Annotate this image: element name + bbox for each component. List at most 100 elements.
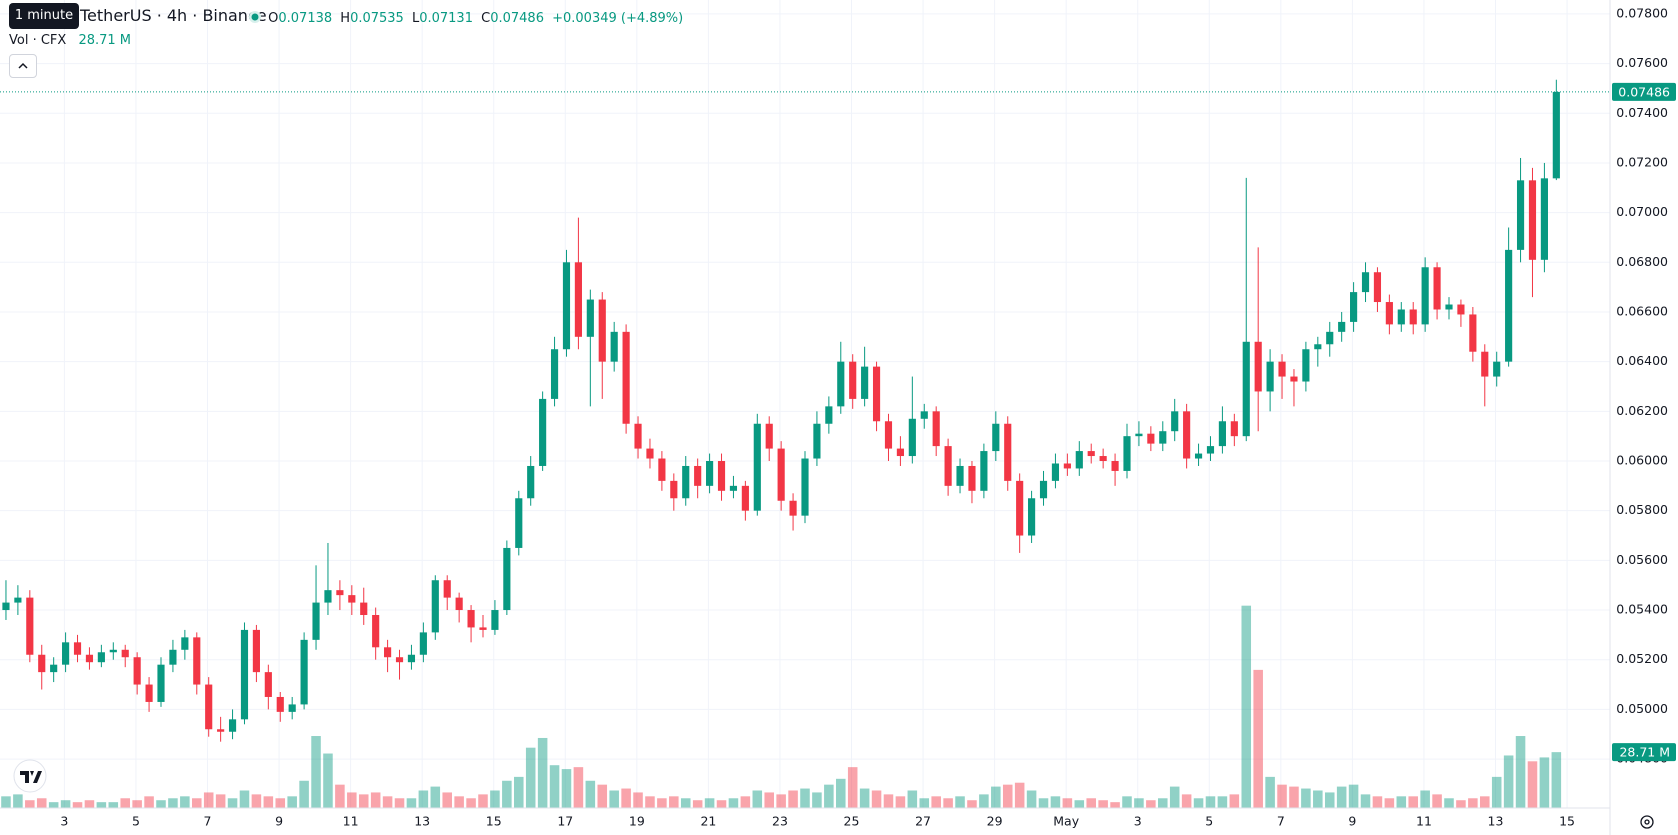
volume-name: Vol · CFX bbox=[9, 33, 67, 48]
volume-bar bbox=[239, 790, 250, 808]
volume-bar bbox=[800, 788, 810, 808]
candle-body bbox=[527, 465, 535, 499]
candle-body bbox=[801, 458, 809, 516]
volume-bar bbox=[299, 780, 309, 808]
candle-body bbox=[1469, 314, 1477, 352]
candle-body bbox=[1147, 433, 1155, 444]
candle-body bbox=[50, 664, 58, 673]
candle-body bbox=[1183, 411, 1191, 459]
volume-bar bbox=[335, 784, 345, 808]
volume-bar bbox=[251, 794, 262, 808]
candle-body bbox=[1397, 309, 1405, 325]
volume-bar bbox=[967, 800, 977, 808]
y-tick-label: 0.06000 bbox=[1616, 453, 1668, 468]
volume-bar bbox=[1002, 784, 1013, 808]
volume-bar bbox=[836, 778, 846, 808]
volume-bar bbox=[1086, 798, 1096, 808]
volume-bar bbox=[502, 780, 512, 808]
last-price-label: 0.07486 bbox=[1618, 84, 1670, 99]
candle-body bbox=[980, 451, 988, 491]
candle-body bbox=[419, 632, 427, 655]
y-tick-label: 0.05600 bbox=[1616, 552, 1668, 567]
volume-bar bbox=[1098, 800, 1108, 808]
candle-body bbox=[682, 465, 690, 499]
volume-bar bbox=[585, 780, 596, 808]
candle-body bbox=[1194, 453, 1203, 459]
candle-body bbox=[634, 423, 642, 449]
ohlc-label: L bbox=[411, 11, 420, 26]
volume-bar bbox=[442, 792, 452, 808]
volume-bar bbox=[1551, 752, 1562, 808]
candle-body bbox=[1230, 421, 1238, 437]
candle-body bbox=[562, 262, 571, 350]
volume-bar bbox=[1169, 786, 1180, 808]
candle-body bbox=[1242, 341, 1250, 437]
volume-bar bbox=[776, 794, 786, 808]
volume-bar bbox=[25, 800, 35, 808]
candle-body bbox=[1552, 91, 1560, 179]
candle-body bbox=[861, 366, 869, 399]
candle-body bbox=[849, 361, 857, 399]
settings-icon[interactable] bbox=[1640, 815, 1654, 829]
volume-bar bbox=[1110, 802, 1120, 808]
candle-body bbox=[1338, 321, 1346, 332]
volume-bar bbox=[1181, 794, 1192, 808]
candle-body bbox=[622, 331, 630, 424]
volume-bar bbox=[1014, 782, 1025, 808]
candle-body bbox=[956, 465, 964, 486]
x-tick-label: 29 bbox=[987, 814, 1003, 829]
candle-body bbox=[550, 349, 559, 399]
candle-body bbox=[1302, 349, 1310, 382]
x-tick-label: 9 bbox=[1348, 814, 1356, 829]
candle-body bbox=[1063, 463, 1071, 469]
candle-body bbox=[205, 684, 213, 730]
volume-badge-label: 28.71 M bbox=[1619, 745, 1670, 760]
volume-bar bbox=[549, 765, 560, 808]
x-tick-label: 13 bbox=[414, 814, 430, 829]
volume-bar bbox=[1026, 790, 1037, 808]
volume-bar bbox=[466, 798, 476, 808]
volume-bar bbox=[1420, 790, 1430, 808]
volume-bar bbox=[1253, 669, 1263, 808]
candle-body bbox=[169, 649, 177, 665]
volume-bar bbox=[72, 802, 83, 808]
candle-body bbox=[1218, 421, 1226, 447]
candle-body bbox=[181, 637, 189, 650]
volume-bar bbox=[919, 798, 930, 808]
volume-bar bbox=[1038, 798, 1049, 808]
candle-body bbox=[109, 649, 117, 653]
ohlc-value: 0.07131 bbox=[419, 11, 473, 26]
collapse-button[interactable] bbox=[9, 54, 37, 78]
tv-logo bbox=[13, 759, 47, 793]
volume-bar bbox=[1158, 798, 1168, 808]
volume-bar bbox=[955, 796, 965, 808]
candle-body bbox=[395, 657, 404, 663]
volume-bar bbox=[847, 767, 858, 808]
candle-body bbox=[765, 423, 773, 449]
grid bbox=[0, 0, 1610, 808]
candle-body bbox=[348, 595, 356, 603]
volume-bar bbox=[1360, 794, 1371, 808]
candle-body bbox=[884, 421, 893, 449]
candle-body bbox=[729, 485, 738, 491]
volume-bar bbox=[394, 798, 405, 808]
candle-body bbox=[1135, 433, 1143, 437]
candle-body bbox=[288, 704, 296, 712]
volume-bar bbox=[1313, 790, 1323, 808]
volume-bar bbox=[704, 798, 715, 808]
candle-body bbox=[62, 642, 70, 665]
candle-body bbox=[121, 649, 129, 658]
candle-layer bbox=[2, 79, 1560, 742]
candle-body bbox=[240, 629, 249, 720]
x-tick-label: 3 bbox=[1134, 814, 1142, 829]
y-tick-label: 0.05000 bbox=[1616, 701, 1668, 716]
volume-bar bbox=[716, 800, 727, 808]
volume-bar bbox=[1229, 794, 1240, 808]
candle-body bbox=[145, 684, 153, 702]
volume-bar bbox=[1527, 761, 1538, 808]
volume-bar bbox=[657, 798, 667, 808]
volume-bar bbox=[931, 796, 941, 808]
